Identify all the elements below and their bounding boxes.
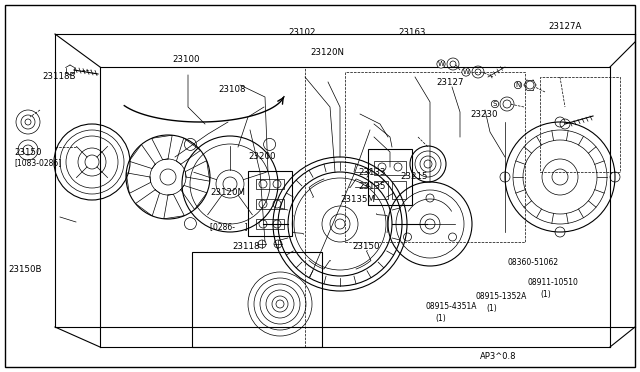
Bar [248, 171, 292, 236]
Bar [374, 181, 388, 199]
Text: 23100: 23100 [172, 55, 200, 64]
Text: 23135M: 23135M [340, 195, 375, 204]
Bar [540, 77, 620, 172]
Bar [256, 219, 284, 229]
Text: 08360-51062: 08360-51062 [508, 258, 559, 267]
Text: [0286-    ]: [0286- ] [210, 222, 248, 231]
Text: 23133: 23133 [358, 168, 385, 177]
Text: (1): (1) [540, 290, 551, 299]
Text: S: S [493, 101, 497, 107]
Bar [256, 179, 284, 189]
Bar [192, 252, 322, 347]
Bar [256, 199, 284, 209]
Bar [374, 161, 406, 175]
Text: 23150: 23150 [352, 242, 380, 251]
Bar [392, 181, 406, 199]
Text: 08911-10510: 08911-10510 [528, 278, 579, 287]
Bar [345, 72, 525, 242]
Text: 23108: 23108 [218, 85, 246, 94]
Text: 23127: 23127 [436, 78, 463, 87]
Text: 23200: 23200 [248, 152, 275, 161]
Text: 23135: 23135 [358, 182, 385, 191]
Bar [368, 149, 412, 205]
Text: 23163: 23163 [398, 28, 426, 37]
Text: N: N [515, 82, 520, 88]
Text: (1): (1) [486, 304, 497, 313]
Text: (1): (1) [435, 314, 445, 323]
Text: 23150: 23150 [14, 148, 42, 157]
Text: [1083-0286]: [1083-0286] [14, 158, 61, 167]
Text: 23127A: 23127A [548, 22, 581, 31]
Text: 23102: 23102 [288, 28, 316, 37]
Text: 23150B: 23150B [8, 265, 42, 274]
Text: W: W [438, 61, 444, 67]
Text: 08915-1352A: 08915-1352A [475, 292, 526, 301]
Text: 23230: 23230 [470, 110, 497, 119]
Text: 23120N: 23120N [310, 48, 344, 57]
Text: 23215: 23215 [400, 172, 428, 181]
Text: W: W [463, 69, 469, 75]
Text: 08915-4351A: 08915-4351A [425, 302, 477, 311]
Text: 23118B: 23118B [42, 72, 76, 81]
Text: 23120M: 23120M [210, 188, 245, 197]
Text: 23118: 23118 [232, 242, 259, 251]
Text: AP3^0.8: AP3^0.8 [480, 352, 516, 361]
